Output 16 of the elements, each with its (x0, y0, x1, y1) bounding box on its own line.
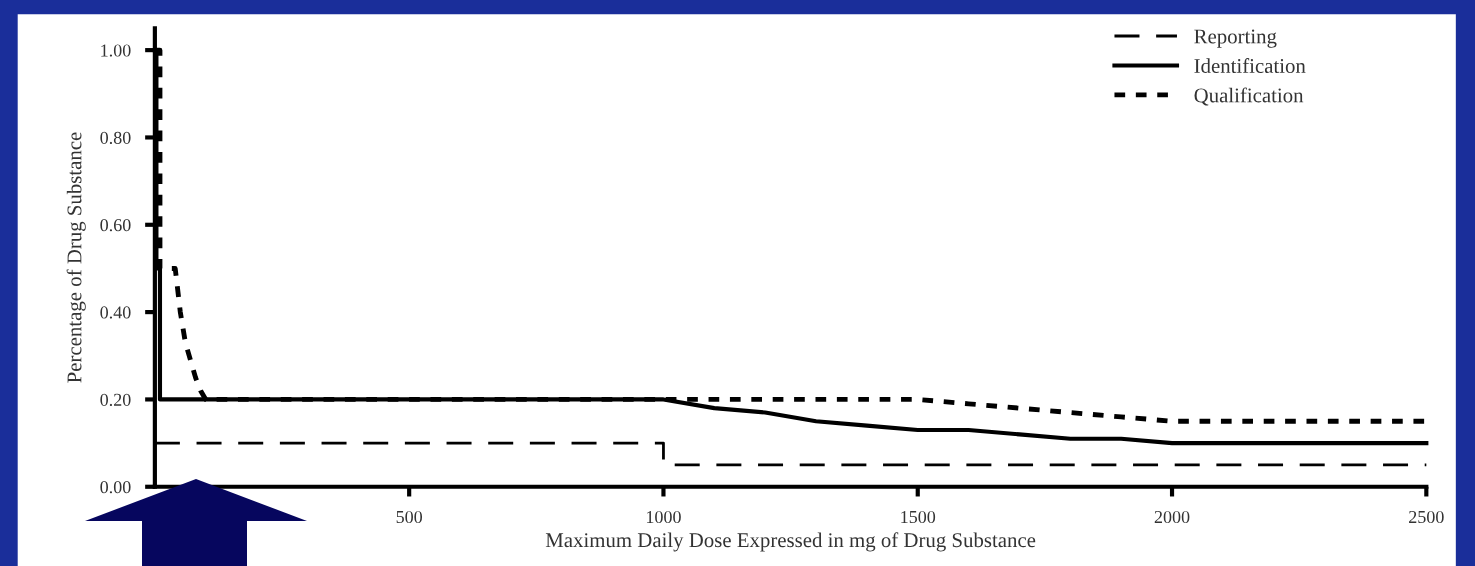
y-tick-label: 0.00 (100, 481, 131, 494)
y-axis-title: Percentage of Drug Substance (66, 132, 86, 383)
y-tick-label: 0.80 (100, 131, 131, 144)
y-tick-label: 0.40 (100, 306, 131, 319)
legend-label: Identification (1194, 58, 1306, 73)
y-tick-label: 1.00 (101, 44, 131, 57)
legend-label: Qualification (1194, 87, 1304, 106)
x-tick-label: 500 (396, 510, 423, 524)
x-tick-label: 1500 (901, 510, 936, 524)
x-axis-title: Maximum Daily Dose Expressed in mg of Drug Substance (545, 532, 1036, 552)
x-tick-label: 2500 (1409, 510, 1444, 524)
legend-label: Reporting (1194, 29, 1277, 48)
y-tick-label: 0.60 (100, 219, 131, 232)
x-tick-label: 2000 (1154, 510, 1190, 524)
y-tick-label: 0.20 (100, 393, 131, 406)
x-tick-label: 1000 (646, 510, 681, 524)
